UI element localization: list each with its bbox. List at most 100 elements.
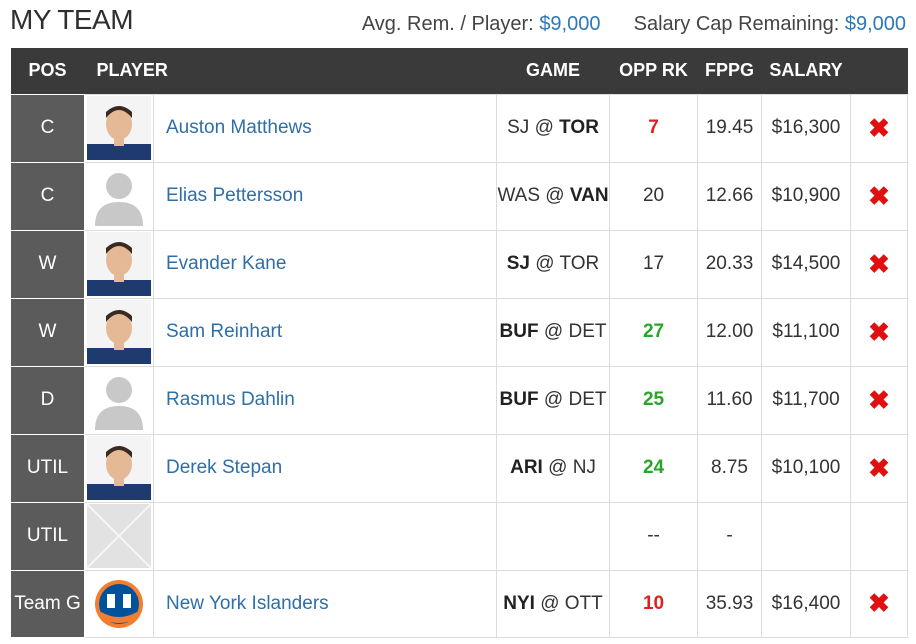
col-header-opp-rk[interactable]: OPP RK [619,60,688,81]
game-away-team: NYI [503,592,535,614]
roster-table: POS PLAYER GAME OPP RK FPPG SALARY C Aust… [10,48,909,638]
player-photo-icon [87,300,151,364]
placeholder-silhouette-icon [87,164,151,228]
page-title: MY TEAM [10,4,134,35]
col-header-pos[interactable]: POS [28,60,67,81]
game-away-team: ARI [510,457,543,478]
remove-cell: ✖ [850,433,909,503]
opp-rank-cell: 25 [609,365,699,435]
player-photo-icon [87,436,151,500]
table-header-row: POS PLAYER GAME OPP RK FPPG SALARY [10,48,908,94]
game-away-team: WAS [497,185,541,206]
opp-rank-cell: 17 [609,229,699,299]
opp-rank-cell: 10 [609,569,699,638]
team-logo-icon [95,579,143,628]
player-photo-icon [87,232,151,296]
game-away-team: BUF [499,321,539,342]
avg-remaining-label: Avg. Rem. / Player: [361,13,534,35]
remove-player-icon[interactable]: ✖ [868,248,890,279]
remove-player-icon[interactable]: ✖ [868,316,890,347]
col-header-game[interactable]: GAME [526,60,581,81]
player-name-link[interactable]: Rasmus Dahlin [152,365,498,435]
salary-cell: $14,500 [761,229,852,299]
remove-player-icon[interactable]: ✖ [868,180,890,211]
position-cell: Team G [10,569,85,638]
remove-player-icon[interactable]: ✖ [868,588,890,618]
col-header-salary[interactable]: SALARY [769,60,843,81]
game-home-team: TOR [559,117,599,138]
game-separator: @ [529,117,560,138]
salary-cell: $10,100 [761,433,852,503]
fppg-cell: 35.93 [697,569,763,638]
position-cell: UTIL [10,433,85,503]
game-separator: @ [542,457,573,478]
salary-stats: Avg. Rem. / Player: $9,000 Salary Cap Re… [362,13,906,36]
photo-cell [84,161,154,231]
photo-cell [84,501,154,571]
salary-cap-label: Salary Cap Remaining: [633,13,840,35]
game-cell: SJ @ TOR [496,229,611,299]
game-home-team: DET [568,321,607,342]
game-away-team: SJ [507,117,530,138]
game-cell: NYI @ OTT [496,569,611,638]
roster-row: UTIL -- - [10,501,909,571]
player-name-link[interactable]: Evander Kane [152,229,498,299]
game-away-team: BUF [499,389,539,410]
player-name-link[interactable] [152,501,498,571]
opp-rank-cell: 24 [609,433,699,503]
salary-cell [761,501,852,571]
roster-row: C Auston Matthews SJ @ TOR 7 19.45 $16,300 ✖ [10,93,909,163]
salary-cell: $16,300 [761,93,852,163]
game-separator: @ [530,253,560,274]
salary-cell: $16,400 [761,569,852,638]
fppg-cell: 11.60 [697,365,763,435]
game-cell: ARI @ NJ [496,433,611,503]
salary-cell: $11,700 [761,365,852,435]
photo-cell [84,229,154,299]
salary-cell: $10,900 [761,161,852,231]
roster-row: Team G New York Islanders NYI @ OTT 10 35.93… [10,569,909,638]
photo-cell [84,433,154,503]
remove-player-icon[interactable]: ✖ [868,452,890,483]
roster-row: C Elias Pettersson WAS @ VAN 20 12.66 $10,900… [10,161,909,231]
col-header-player[interactable]: PLAYER [96,60,168,81]
game-home-team: VAN [569,185,609,206]
avg-remaining-value: $9,000 [539,13,601,35]
game-cell: SJ @ TOR [496,93,611,163]
game-separator: @ [534,592,565,614]
position-cell: C [10,93,85,163]
player-photo-icon [87,96,151,160]
game-separator: @ [540,185,570,206]
photo-cell [84,297,154,367]
position-cell: D [10,365,85,435]
player-name-link[interactable]: Auston Matthews [152,93,498,163]
game-cell: BUF @ DET [496,297,611,367]
fppg-cell: 12.00 [697,297,763,367]
remove-player-icon[interactable]: ✖ [868,384,890,415]
roster-row: W Sam Reinhart BUF @ DET 27 12.00 $11,100 ✖ [10,297,909,367]
col-header-fppg[interactable]: FPPG [705,60,755,81]
team-header: MY TEAM Avg. Rem. / Player: $9,000 Salar… [0,0,916,48]
roster-row: UTIL Derek Stepan ARI @ NJ 24 8.75 $10,100 ✖ [10,433,909,503]
game-away-team: SJ [506,253,530,274]
game-cell [496,501,611,571]
game-separator: @ [538,389,569,410]
position-cell: W [10,297,85,367]
opp-rank-cell: -- [609,501,699,571]
fppg-cell: 12.66 [697,161,763,231]
player-name-link[interactable]: Elias Pettersson [152,161,498,231]
opp-rank-cell: 27 [609,297,699,367]
salary-cap-value: $9,000 [844,13,906,35]
fppg-cell: 8.75 [697,433,763,503]
player-name-link[interactable]: Derek Stepan [152,433,498,503]
fppg-cell: - [697,501,763,571]
remove-cell: ✖ [850,229,909,299]
roster-row: D Rasmus Dahlin BUF @ DET 25 11.60 $11,700 ✖ [10,365,909,435]
remove-cell [850,501,909,571]
opp-rank-cell: 20 [609,161,699,231]
player-name-link[interactable]: New York Islanders [152,569,498,638]
game-cell: WAS @ VAN [496,161,611,231]
remove-player-icon[interactable]: ✖ [868,112,890,143]
photo-cell [84,569,154,638]
player-name-link[interactable]: Sam Reinhart [152,297,498,367]
